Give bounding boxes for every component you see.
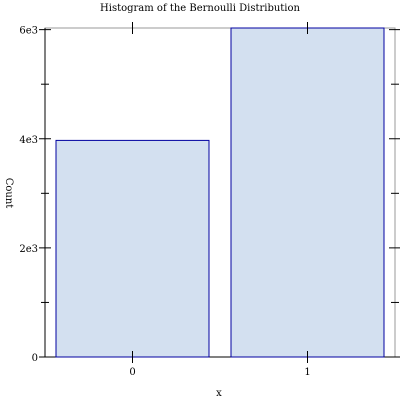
- x-tick-label-1: 1: [304, 367, 310, 378]
- y-tick-label-4e3: 4e3: [19, 135, 38, 146]
- chart-title: Histogram of the Bernoulli Distribution: [100, 3, 300, 14]
- x-axis-label: x: [216, 388, 222, 399]
- y-axis-label: Count: [3, 178, 14, 209]
- x-tick-label-0: 0: [129, 367, 135, 378]
- bar-0: [55, 139, 210, 358]
- bar-1: [230, 27, 385, 358]
- y-tick-label-0: 0: [32, 353, 38, 364]
- y-tick-label-2e3: 2e3: [19, 244, 38, 255]
- y-tick-label-6e3: 6e3: [19, 26, 38, 37]
- plot-area: 0 2e3 4e3 6e3 0 1: [19, 22, 400, 378]
